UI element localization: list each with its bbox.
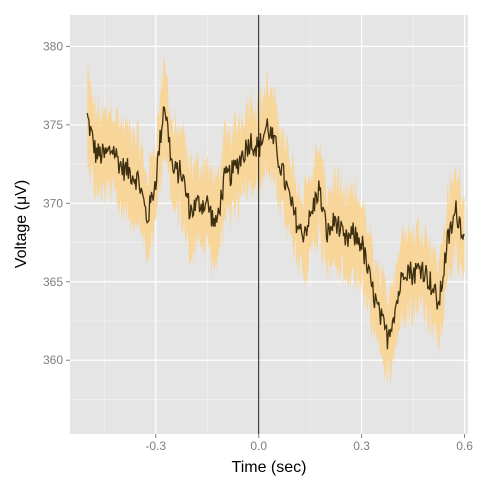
x-axis-title: Time (sec) [232, 459, 307, 476]
x-axis-ticks: -0.3 0.0 0.3 0.6 [145, 434, 473, 453]
x-tick-label: 0.6 [456, 439, 473, 453]
y-axis-ticks: 360 365 370 375 380 [43, 39, 70, 367]
y-tick-label: 380 [43, 39, 63, 53]
x-tick-label: 0.3 [353, 439, 370, 453]
plot-panel [70, 15, 468, 434]
y-tick-label: 370 [43, 196, 63, 210]
x-tick-label: 0.0 [250, 439, 267, 453]
minor-gridlines [70, 15, 468, 434]
x-tick-label: -0.3 [145, 439, 166, 453]
y-tick-label: 365 [43, 275, 63, 289]
mean-voltage-line [86, 106, 465, 350]
confidence-ribbon [87, 52, 465, 390]
y-tick-label: 360 [43, 353, 63, 367]
y-tick-label: 375 [43, 118, 63, 132]
y-axis-title: Voltage (μV) [13, 180, 30, 268]
